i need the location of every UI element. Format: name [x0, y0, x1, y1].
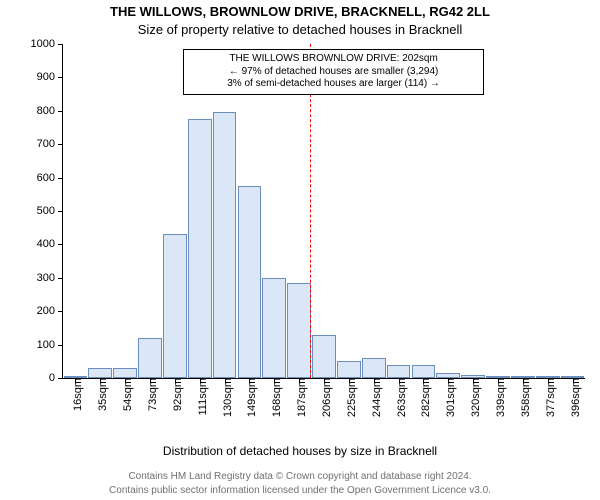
x-tick-label: 187sqm: [290, 378, 308, 417]
annotation-box: THE WILLOWS BROWNLOW DRIVE: 202sqm← 97% …: [183, 49, 484, 95]
annotation-line: THE WILLOWS BROWNLOW DRIVE: 202sqm: [190, 53, 477, 66]
y-tick-label: 400: [37, 238, 63, 250]
footer-line-2: Contains public sector information licen…: [0, 485, 600, 496]
x-tick-label: 111sqm: [191, 378, 209, 416]
annotation-line: 3% of semi-detached houses are larger (1…: [190, 78, 477, 91]
histogram-bar: [312, 335, 336, 378]
x-tick-label: 168sqm: [265, 378, 283, 417]
x-tick-label: 377sqm: [539, 378, 557, 417]
x-tick-label: 282sqm: [414, 378, 432, 417]
y-tick-label: 600: [37, 172, 63, 184]
x-tick-label: 244sqm: [365, 378, 383, 417]
plot-area: 0100200300400500600700800900100016sqm35s…: [62, 44, 585, 379]
histogram-bar: [412, 365, 436, 378]
x-tick-label: 206sqm: [315, 378, 333, 417]
y-tick-label: 200: [37, 305, 63, 317]
x-tick-label: 92sqm: [166, 378, 184, 411]
chart-container: { "title": "THE WILLOWS, BROWNLOW DRIVE,…: [0, 0, 600, 500]
histogram-bar: [163, 234, 187, 378]
x-tick-label: 130sqm: [216, 378, 234, 417]
x-tick-label: 16sqm: [66, 378, 84, 411]
histogram-bar: [337, 361, 361, 378]
x-tick-label: 358sqm: [514, 378, 532, 417]
annotation-line: ← 97% of detached houses are smaller (3,…: [190, 66, 477, 79]
y-tick-label: 700: [37, 138, 63, 150]
x-tick-label: 35sqm: [91, 378, 109, 411]
footer-line-1: Contains HM Land Registry data © Crown c…: [0, 471, 600, 482]
histogram-bar: [88, 368, 112, 378]
chart-title: THE WILLOWS, BROWNLOW DRIVE, BRACKNELL, …: [0, 4, 600, 19]
histogram-bar: [362, 358, 386, 378]
y-tick-label: 800: [37, 105, 63, 117]
histogram-bar: [287, 283, 311, 378]
x-tick-label: 396sqm: [564, 378, 582, 417]
histogram-bar: [213, 112, 237, 378]
x-tick-label: 263sqm: [390, 378, 408, 417]
histogram-bar: [238, 186, 262, 378]
x-axis-label: Distribution of detached houses by size …: [0, 444, 600, 458]
chart-subtitle: Size of property relative to detached ho…: [0, 22, 600, 37]
histogram-bar: [138, 338, 162, 378]
x-tick-label: 301sqm: [439, 378, 457, 417]
histogram-bar: [113, 368, 137, 378]
y-tick-label: 900: [37, 71, 63, 83]
histogram-bar: [387, 365, 411, 378]
x-tick-label: 54sqm: [116, 378, 134, 411]
x-tick-label: 339sqm: [489, 378, 507, 417]
x-tick-label: 320sqm: [464, 378, 482, 417]
y-tick-label: 300: [37, 272, 63, 284]
x-tick-label: 73sqm: [141, 378, 159, 411]
x-tick-label: 225sqm: [340, 378, 358, 417]
histogram-bar: [262, 278, 286, 378]
y-tick-label: 100: [37, 339, 63, 351]
y-tick-label: 0: [49, 372, 63, 384]
histogram-bar: [188, 119, 212, 378]
y-tick-label: 1000: [31, 38, 63, 50]
y-tick-label: 500: [37, 205, 63, 217]
x-tick-label: 149sqm: [240, 378, 258, 417]
